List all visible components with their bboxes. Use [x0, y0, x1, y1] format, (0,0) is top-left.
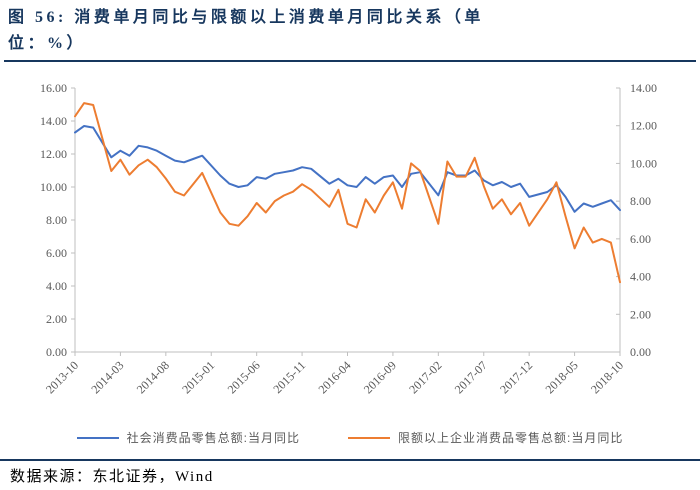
- x-axis-tick-label: 2017-12: [497, 358, 535, 396]
- left-axis-tick-label: 12.00: [40, 147, 67, 161]
- x-axis-tick-label: 2015-11: [270, 358, 308, 396]
- x-axis-tick-label: 2013-10: [43, 358, 81, 396]
- axis-tick-labels: 16.00 14.00 12.00 10.00 8.00 6.00 4.00 2.00 0.00…: [40, 81, 657, 396]
- line-chart: 16.00 14.00 12.00 10.00 8.00 6.00 4.00 2.00 0.00…: [40, 81, 657, 396]
- legend-item-above-quota: 限额以上企业消费品零售总额:当月同比: [348, 429, 623, 446]
- x-axis-tick-label: 2017-07: [452, 358, 490, 396]
- right-axis-tick-label: 14.00: [630, 81, 657, 95]
- legend-item-total-retail: 社会消费品零售总额:当月同比: [76, 429, 300, 446]
- legend-line-swatch-blue: [76, 436, 119, 439]
- x-axis-tick-label: 2014-08: [134, 358, 172, 396]
- chart-axes: [71, 87, 621, 356]
- right-axis-tick-label: 6.00: [630, 232, 651, 246]
- x-axis-tick-label: 2016-09: [361, 358, 399, 396]
- data-source-note: 数据来源：东北证券，Wind: [10, 469, 214, 485]
- figure-title-line1: 图 56: 消费单月同比与限额以上消费单月同比关系（单: [8, 9, 484, 26]
- right-axis-tick-label: 12.00: [630, 119, 657, 133]
- right-axis-tick-label: 0.00: [630, 345, 651, 359]
- x-axis-tick-label: 2014-03: [88, 358, 126, 396]
- right-axis-tick-label: 8.00: [630, 194, 651, 208]
- figure-title-line2: 位：%）: [8, 35, 87, 52]
- left-axis-tick-label: 14.00: [40, 114, 67, 128]
- left-axis-tick-label: 10.00: [40, 180, 67, 194]
- right-axis-tick-label: 4.00: [630, 270, 651, 284]
- left-axis-tick-label: 8.00: [46, 213, 67, 227]
- x-axis-tick-label: 2018-05: [543, 358, 581, 396]
- legend-line-swatch-orange: [348, 436, 390, 439]
- legend-label: 限额以上企业消费品零售总额:当月同比: [398, 431, 624, 445]
- x-axis-tick-label: 2016-04: [315, 358, 353, 396]
- left-axis-tick-label: 2.00: [46, 312, 67, 326]
- footer-separator-line: [0, 459, 700, 461]
- series-line-1: [74, 102, 621, 284]
- right-axis-tick-label: 10.00: [630, 156, 657, 170]
- series-line-0: [74, 125, 621, 213]
- figure-title: 图 56: 消费单月同比与限额以上消费单月同比关系（单 位：%）: [8, 5, 688, 57]
- left-axis-tick-label: 16.00: [40, 81, 67, 95]
- title-separator-line: [4, 60, 696, 62]
- legend-label: 社会消费品零售总额:当月同比: [126, 431, 300, 445]
- chart-legend: 社会消费品零售总额:当月同比 限额以上企业消费品零售总额:当月同比: [0, 429, 700, 446]
- left-axis-tick-label: 6.00: [46, 246, 67, 260]
- left-axis-tick-label: 0.00: [46, 345, 67, 359]
- left-axis-tick-label: 4.00: [46, 279, 67, 293]
- x-axis-tick-label: 2017-02: [406, 358, 444, 396]
- x-axis-tick-label: 2015-06: [225, 358, 263, 396]
- x-axis-tick-label: 2015-01: [179, 358, 217, 396]
- x-axis-tick-label: 2018-10: [588, 358, 626, 396]
- right-axis-tick-label: 2.00: [630, 307, 651, 321]
